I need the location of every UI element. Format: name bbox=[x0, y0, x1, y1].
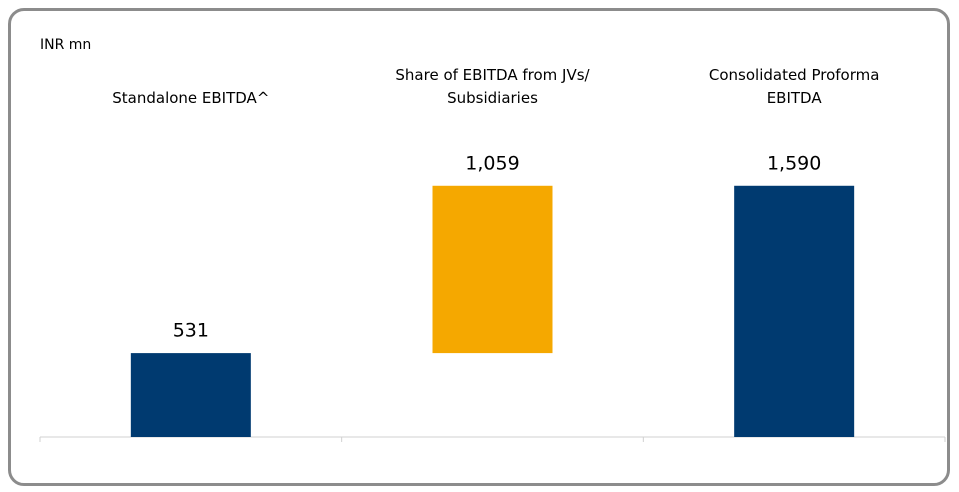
unit-label: INR mn bbox=[40, 37, 92, 53]
value-label: 1,059 bbox=[465, 152, 519, 174]
value-label: 531 bbox=[173, 320, 209, 342]
bar bbox=[734, 185, 855, 437]
value-label: 1,590 bbox=[767, 152, 821, 174]
bar bbox=[432, 185, 553, 354]
category-label: Standalone EBITDA^ bbox=[112, 89, 270, 107]
category-label: Share of EBITDA from JVs/ Subsidiaries bbox=[395, 66, 590, 107]
category-label: Consolidated Proforma EBITDA bbox=[708, 66, 880, 107]
bar bbox=[130, 353, 251, 437]
frame bbox=[8, 8, 950, 486]
